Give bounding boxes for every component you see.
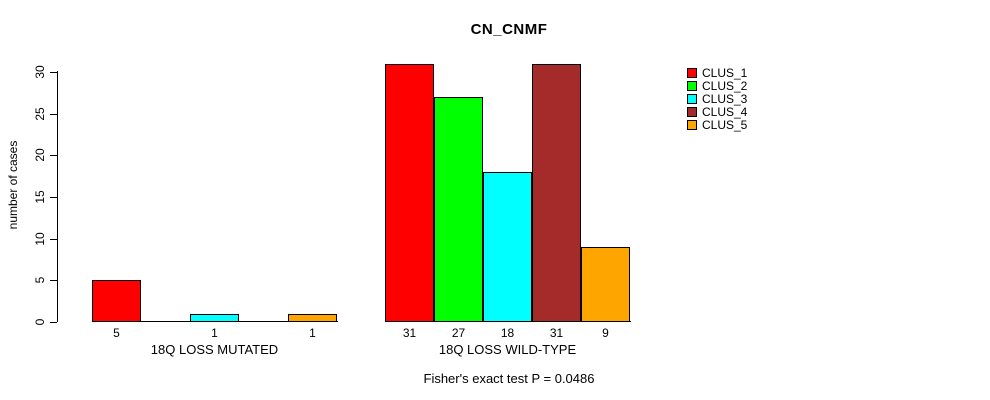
bar-clus_3-group2 xyxy=(483,172,532,322)
legend-row-clus_4: CLUS_4 xyxy=(687,105,747,118)
y-tick-mark xyxy=(50,197,57,198)
y-tick-label: 0 xyxy=(33,318,47,326)
legend-label: CLUS_1 xyxy=(702,65,748,80)
legend-swatch-icon xyxy=(687,93,697,104)
bar-value-label: 31 xyxy=(549,326,564,340)
y-tick-label: 30 xyxy=(33,65,47,79)
bar-value-label: 27 xyxy=(451,326,466,340)
bar-value-label: 1 xyxy=(211,326,218,340)
legend: CLUS_1 CLUS_2 CLUS_3 CLUS_4 CLUS_5 xyxy=(687,66,747,131)
bar-clus_1-group1 xyxy=(92,280,141,322)
y-tick-label: 20 xyxy=(33,148,47,162)
y-axis-line xyxy=(57,71,58,322)
legend-row-clus_2: CLUS_2 xyxy=(687,79,747,92)
legend-label: CLUS_2 xyxy=(702,78,748,93)
legend-row-clus_5: CLUS_5 xyxy=(687,118,747,131)
y-tick-label: 5 xyxy=(33,276,47,284)
bar-value-label: 5 xyxy=(113,326,120,340)
y-tick-label: 15 xyxy=(33,190,47,204)
fisher-test-annotation: Fisher's exact test P = 0.0486 xyxy=(423,371,595,386)
legend-row-clus_1: CLUS_1 xyxy=(687,66,747,79)
y-tick-mark xyxy=(50,114,57,115)
chart-title: CN_CNMF xyxy=(470,21,548,38)
y-tick-label: 25 xyxy=(33,107,47,121)
group-baseline xyxy=(92,321,338,322)
bar-clus_2-group2 xyxy=(434,97,483,322)
y-tick-mark xyxy=(50,280,57,281)
legend-label: CLUS_5 xyxy=(702,117,748,132)
y-tick-mark xyxy=(50,322,57,323)
bar-clus_5-group2 xyxy=(581,247,630,322)
legend-swatch-icon xyxy=(687,67,697,78)
y-tick-mark xyxy=(50,155,57,156)
y-axis-title: number of cases xyxy=(6,140,20,230)
bar-value-label: 9 xyxy=(602,326,609,340)
legend-swatch-icon xyxy=(687,119,697,130)
legend-label: CLUS_4 xyxy=(702,104,748,119)
bar-value-label: 31 xyxy=(402,326,417,340)
legend-row-clus_3: CLUS_3 xyxy=(687,92,747,105)
y-tick-label: 10 xyxy=(33,232,47,246)
group-label: 18Q LOSS WILD-TYPE xyxy=(438,342,577,357)
y-tick-mark xyxy=(50,72,57,73)
bar-clus_4-group2 xyxy=(532,64,581,322)
legend-label: CLUS_3 xyxy=(702,91,748,106)
legend-swatch-icon xyxy=(687,80,697,91)
bar-value-label: 1 xyxy=(309,326,316,340)
group-baseline xyxy=(385,321,631,322)
group-label: 18Q LOSS MUTATED xyxy=(150,342,279,357)
y-tick-mark xyxy=(50,239,57,240)
bar-clus_1-group2 xyxy=(385,64,434,322)
legend-swatch-icon xyxy=(687,106,697,117)
bar-value-label: 18 xyxy=(500,326,515,340)
